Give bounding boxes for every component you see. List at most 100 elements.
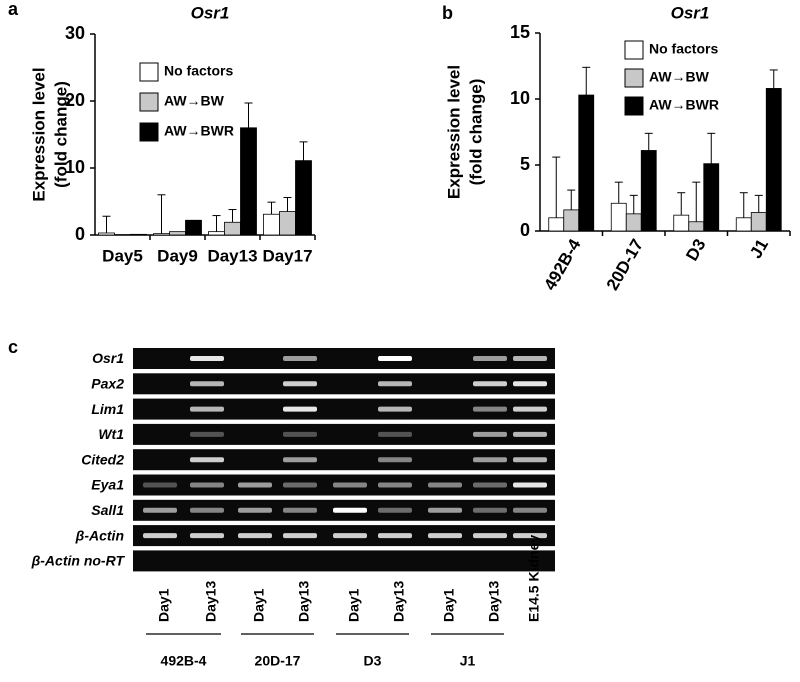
y-axis-label: (fold change) — [466, 79, 485, 186]
gel-band — [190, 507, 224, 513]
bar — [750, 212, 767, 232]
legend-swatch — [139, 92, 159, 112]
gel-band — [143, 507, 177, 513]
bar — [673, 214, 690, 232]
y-axis-label: Expression level — [29, 67, 48, 201]
lane-label: Day1 — [346, 588, 362, 622]
lane-label: Day13 — [203, 581, 219, 622]
lane-label: Day13 — [391, 581, 407, 622]
gel-band — [473, 381, 507, 387]
x-tick-label: Day5 — [102, 246, 143, 265]
gel-strip — [133, 449, 555, 471]
gel-band — [283, 533, 317, 539]
gel-band — [513, 533, 547, 539]
bar — [263, 213, 280, 236]
gel-band — [283, 507, 317, 513]
gel-strip — [133, 373, 555, 395]
bar — [548, 217, 565, 232]
legend-label: AW→BWR — [164, 123, 234, 139]
bar — [765, 88, 782, 232]
gel-band — [190, 381, 224, 387]
gel-band — [473, 406, 507, 412]
lane-label: Day13 — [486, 581, 502, 622]
gel-band — [190, 482, 224, 488]
legend-swatch — [139, 62, 159, 82]
gel-band — [513, 507, 547, 513]
bar — [98, 232, 115, 236]
y-tick-label: 10 — [65, 157, 85, 177]
gel-band — [513, 457, 547, 463]
gel-band — [428, 482, 462, 488]
gel-band — [378, 406, 412, 412]
gene-label: Sall1 — [91, 502, 124, 518]
bar — [130, 233, 147, 236]
gel-band — [378, 431, 412, 437]
x-tick-label: 20D-17 — [603, 236, 647, 294]
legend-label: AW→BWR — [649, 97, 719, 113]
gene-label: Eya1 — [91, 477, 124, 493]
gel-band — [238, 533, 272, 539]
gel-band — [473, 457, 507, 463]
y-tick-label: 15 — [510, 22, 530, 42]
group-label: 492B-4 — [161, 653, 207, 669]
bar — [295, 160, 312, 236]
y-tick-label: 10 — [510, 88, 530, 108]
gene-label: Cited2 — [81, 451, 124, 467]
legend-swatch — [624, 96, 644, 116]
bar — [640, 150, 657, 232]
gel-band — [378, 381, 412, 387]
x-tick-label: 492B-4 — [540, 235, 585, 293]
gel-band — [283, 431, 317, 437]
gel-band — [513, 356, 547, 361]
bar — [735, 217, 752, 232]
x-tick-label: Day17 — [262, 246, 312, 265]
gel-band — [283, 356, 317, 361]
lane-label: Day1 — [156, 588, 172, 622]
gel-band — [283, 482, 317, 488]
gel-band — [428, 507, 462, 513]
legend-swatch — [624, 68, 644, 88]
bar — [578, 94, 595, 232]
gel-band — [190, 431, 224, 437]
y-tick-label: 30 — [65, 23, 85, 43]
gene-label: Wt1 — [98, 426, 124, 442]
bar — [688, 221, 705, 232]
legend-swatch — [624, 40, 644, 60]
bar — [703, 163, 720, 232]
gel-band — [473, 507, 507, 513]
panel-label: c — [8, 337, 18, 357]
gel-band — [513, 482, 547, 488]
legend-label: AW→BW — [649, 69, 710, 85]
gel-band — [513, 431, 547, 437]
gel-band — [378, 533, 412, 539]
x-tick-label: Day13 — [207, 246, 257, 265]
group-label: D3 — [364, 653, 382, 669]
bar — [610, 202, 627, 232]
bar — [240, 127, 257, 236]
bar — [169, 231, 186, 236]
x-tick-label: J1 — [746, 236, 772, 262]
legend-swatch — [139, 122, 159, 142]
bar — [625, 213, 642, 232]
panel-label: a — [8, 0, 19, 19]
y-tick-label: 5 — [520, 154, 530, 174]
x-tick-label: D3 — [682, 236, 709, 264]
gel-band — [473, 533, 507, 539]
gel-strip — [133, 398, 555, 420]
gel-band — [190, 457, 224, 463]
gene-label: β-Actin no-RT — [31, 553, 126, 569]
gene-label: Lim1 — [91, 401, 124, 417]
gel-band — [473, 356, 507, 361]
chart-title: Osr1 — [671, 3, 710, 22]
group-label: J1 — [460, 653, 476, 669]
legend-label: AW→BW — [164, 93, 225, 109]
bar — [208, 231, 225, 236]
gel-band — [190, 406, 224, 412]
gel-strip — [133, 423, 555, 445]
lane-label: E14.5 Kidney — [526, 535, 542, 622]
gel-band — [333, 533, 367, 539]
bar — [153, 233, 170, 236]
bar — [563, 209, 580, 232]
group-label: 20D-17 — [255, 653, 301, 669]
